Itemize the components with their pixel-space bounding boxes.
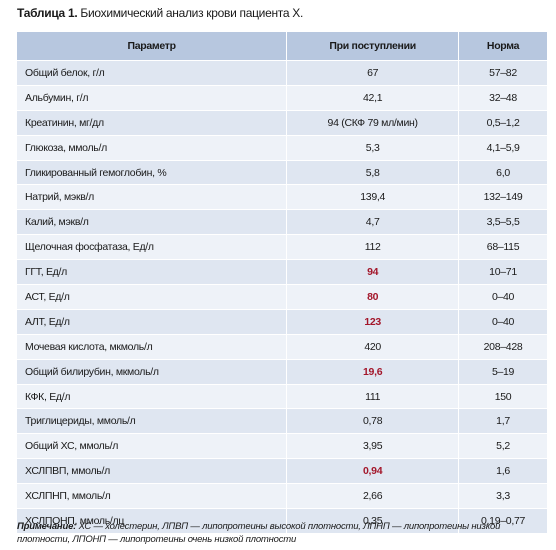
note-text: ХС — холестерин, ЛПВП — липопротеины выс… (17, 521, 501, 545)
table-row: КФК, Ед/л 111 150 (17, 383, 548, 409)
table-cell: 123 (286, 308, 460, 335)
table-row: Общий билирубин, мкмоль/л 19,6 5–19 (17, 358, 548, 385)
table-cell: 4,1–5,9 (458, 134, 548, 161)
table-cell: 5,2 (458, 433, 548, 459)
table-row: Креатинин, мг/дл 94 (СКФ 79 мл/мин) 0,5–1,… (17, 109, 548, 136)
table-cell: 4,7 (286, 209, 460, 235)
table-cell: 1,7 (458, 408, 548, 434)
table-cell: Общий ХС, ммоль/л (17, 433, 288, 459)
table-cell: 5,3 (286, 134, 460, 161)
table-cell: 94 (СКФ 79 мл/мин) (286, 109, 460, 136)
table-body: Общий белок, г/л 67 57–82 Альбумин, г/л 42,1… (17, 60, 548, 533)
table-cell: 3,5–5,5 (458, 209, 548, 235)
caption-text: Биохимический анализ крови пациента Х. (80, 6, 303, 20)
table-cell: 112 (286, 234, 460, 260)
note-label: Примечание: (17, 521, 77, 532)
table-cell: 0,5–1,2 (458, 109, 548, 136)
table-cell: 19,6 (286, 358, 460, 385)
table-cell: 1,6 (458, 458, 548, 484)
table-row: АСТ, Ед/л 80 0–40 (17, 284, 548, 310)
table-row: ХСЛПНП, ммоль/л 2,66 3,3 (17, 483, 548, 509)
table-row: Общий ХС, ммоль/л 3,95 5,2 (17, 433, 548, 459)
table-cell: КФК, Ед/л (17, 383, 288, 409)
caption: Таблица 1. Биохимический анализ крови па… (17, 6, 303, 20)
table-cell: 6,0 (458, 159, 548, 185)
table-row: ГГТ, Ед/л 94 10–71 (17, 259, 548, 285)
header-cell: Параметр (17, 32, 288, 61)
table-cell: 0,19–0,77 (458, 508, 548, 533)
table-row: Калий, мэкв/л 4,7 3,5–5,5 (17, 209, 548, 235)
table-cell: 208–428 (458, 333, 548, 360)
table-cell: ХСЛПНП, ммоль/л (17, 483, 288, 509)
table-cell: Креатинин, мг/дл (17, 109, 288, 136)
table-cell: 3,3 (458, 483, 548, 509)
table-cell: 67 (286, 60, 460, 86)
note: Примечание: ХС — холестерин, ЛПВП — липо… (17, 520, 547, 546)
table-cell: 420 (286, 333, 460, 360)
table-cell: 80 (286, 284, 460, 310)
table-row: Глюкоза, ммоль/л 5,3 4,1–5,9 (17, 134, 548, 161)
table-cell: 0,35 (286, 508, 460, 533)
table-cell: Щелочная фосфатаза, Ед/л (17, 234, 288, 260)
table-row: Щелочная фосфатаза, Ед/л 112 68–115 (17, 234, 548, 260)
table-row: Гликированный гемоглобин, % 5,8 6,0 (17, 159, 548, 185)
caption-label: Таблица 1. (17, 6, 78, 20)
table-cell: 68–115 (458, 234, 548, 260)
table-cell: 0,94 (286, 458, 460, 484)
table-row: ХСЛПОНП, ммоль/лц 0,35 0,19–0,77 (17, 508, 548, 533)
table-cell: 42,1 (286, 84, 460, 111)
table-cell: 32–48 (458, 84, 548, 111)
table-cell: 57–82 (458, 60, 548, 86)
table-cell: 150 (458, 383, 548, 409)
header-row: Параметр При поступлении Норма (17, 32, 548, 61)
table-cell: 0,78 (286, 408, 460, 434)
table-row: Триглицериды, ммоль/л 0,78 1,7 (17, 408, 548, 434)
table-cell: 2,66 (286, 483, 460, 509)
table-cell: Альбумин, г/л (17, 84, 288, 111)
table-row: АЛТ, Ед/л 123 0–40 (17, 308, 548, 335)
table-cell: 0–40 (458, 284, 548, 310)
table-cell: ХСЛПОНП, ммоль/лц (17, 508, 288, 533)
table-cell: ХСЛПВП, ммоль/л (17, 458, 288, 484)
table-cell: 139,4 (286, 184, 460, 210)
table-cell: 0–40 (458, 308, 548, 335)
lab-table: Параметр При поступлении Норма Общий бел… (17, 32, 548, 533)
table-cell: Триглицериды, ммоль/л (17, 408, 288, 434)
table-cell: Общий билирубин, мкмоль/л (17, 358, 288, 385)
header-cell: При поступлении (286, 32, 460, 61)
table-cell: 132–149 (458, 184, 548, 210)
table-cell: 3,95 (286, 433, 460, 459)
table-cell: АСТ, Ед/л (17, 284, 288, 310)
table-cell: ГГТ, Ед/л (17, 259, 288, 285)
table-cell: Глюкоза, ммоль/л (17, 134, 288, 161)
table-row: Натрий, мэкв/л 139,4 132–149 (17, 184, 548, 210)
table-row: Альбумин, г/л 42,1 32–48 (17, 84, 548, 111)
table-cell: 94 (286, 259, 460, 285)
table-cell: Калий, мэкв/л (17, 209, 288, 235)
table-cell: Общий белок, г/л (17, 60, 288, 86)
table-cell: 5,8 (286, 159, 460, 185)
table-cell: 5–19 (458, 358, 548, 385)
header-cell: Норма (458, 32, 548, 61)
table-row: Общий белок, г/л 67 57–82 (17, 60, 548, 86)
table-cell: 111 (286, 383, 460, 409)
table-cell: АЛТ, Ед/л (17, 308, 288, 335)
table-cell: Гликированный гемоглобин, % (17, 159, 288, 185)
table-row: Мочевая кислота, мкмоль/л 420 208–428 (17, 333, 548, 360)
table-row: ХСЛПВП, ммоль/л 0,94 1,6 (17, 458, 548, 484)
table-cell: Мочевая кислота, мкмоль/л (17, 333, 288, 360)
table-cell: Натрий, мэкв/л (17, 184, 288, 210)
table-cell: 10–71 (458, 259, 548, 285)
